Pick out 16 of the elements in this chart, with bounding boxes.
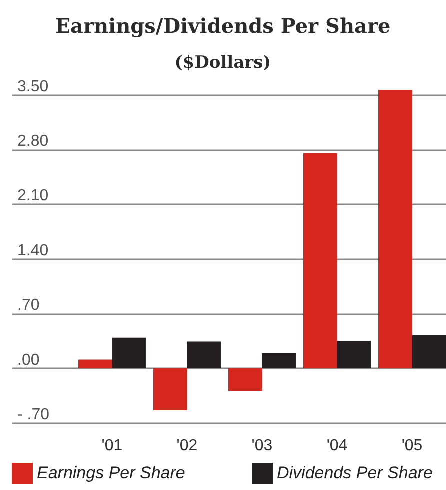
y-tick-label: 2.80	[18, 133, 49, 150]
y-tick-label: 1.40	[18, 242, 49, 260]
legend-label: Dividends Per Share	[277, 464, 433, 483]
y-tick-label: .70	[18, 297, 40, 314]
chart-title: Earnings/Dividends Per Share	[55, 14, 391, 38]
y-tick-label: 3.50	[18, 78, 49, 96]
x-tick-label: '01	[102, 438, 123, 454]
chart-subtitle: ($Dollars)	[174, 52, 272, 73]
y-tick-label: - .70	[18, 406, 50, 424]
x-tick-label: '02	[176, 438, 198, 454]
x-tick-label: '04	[326, 438, 348, 454]
x-tick-label: '05	[402, 438, 423, 454]
legend-label: Earnings Per Share	[37, 464, 186, 483]
y-tick-label: .00	[18, 352, 40, 369]
x-tick-label: '03	[252, 438, 273, 454]
y-tick-label: 2.10	[18, 188, 49, 205]
